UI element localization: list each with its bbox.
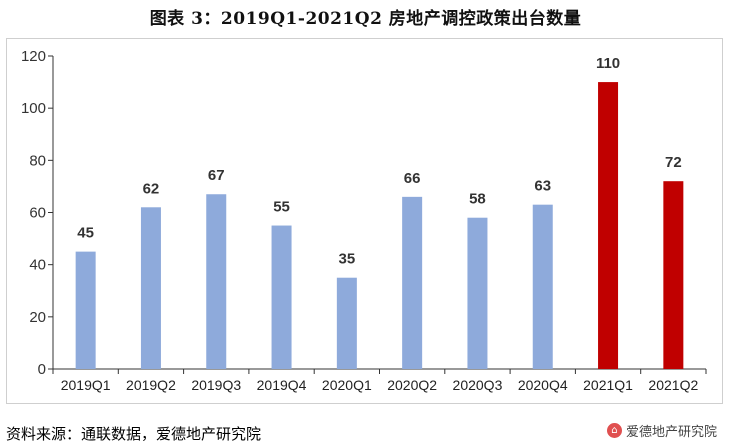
data-label: 110: [596, 55, 620, 72]
y-tick-label: 20: [29, 309, 46, 326]
bar-2021Q1: [598, 82, 619, 369]
y-tick-label: 0: [38, 361, 46, 378]
data-label: 63: [534, 178, 551, 195]
bar-2020Q2: [402, 196, 423, 369]
data-label: 66: [404, 170, 421, 187]
x-tick-label: 2019Q1: [61, 377, 111, 393]
bar-2019Q4: [271, 225, 292, 369]
watermark: ⌂ 爱德地产研究院: [606, 421, 717, 440]
x-tick-label: 2019Q4: [257, 377, 307, 393]
x-tick-label: 2020Q3: [453, 377, 503, 393]
watermark-text: 爱德地产研究院: [625, 425, 717, 440]
x-tick-label: 2019Q3: [191, 377, 241, 393]
x-tick-label: 2019Q2: [126, 377, 176, 393]
y-tick-label: 60: [29, 205, 46, 222]
bar-2020Q3: [467, 217, 488, 369]
bar-2019Q2: [140, 207, 161, 369]
data-label: 62: [143, 180, 160, 197]
chart-title: 图表 3：2019Q1-2021Q2 房地产调控政策出台数量: [149, 9, 582, 29]
bar-2020Q4: [532, 204, 553, 369]
y-tick-label: 120: [21, 48, 46, 65]
x-tick-label: 2020Q1: [322, 377, 372, 393]
logo-icon: ⌂: [606, 423, 622, 438]
data-label: 45: [77, 225, 94, 242]
bar-2020Q1: [336, 277, 357, 369]
data-label: 58: [469, 191, 486, 208]
data-label: 55: [273, 199, 290, 216]
source-note: 资料来源：通联数据，爱德地产研究院: [6, 425, 262, 443]
data-label: 67: [208, 167, 225, 184]
data-label: 72: [665, 154, 682, 171]
y-tick-label: 40: [29, 257, 46, 274]
x-tick-label: 2021Q2: [648, 377, 698, 393]
x-tick-label: 2020Q2: [387, 377, 437, 393]
x-tick-label: 2020Q4: [518, 377, 568, 393]
bar-2019Q3: [206, 194, 227, 369]
bar-2021Q2: [663, 181, 684, 369]
bar-2019Q1: [75, 251, 96, 369]
chart-frame: [6, 38, 723, 404]
y-tick-label: 100: [21, 100, 46, 117]
data-label: 35: [339, 251, 356, 268]
x-tick-label: 2021Q1: [583, 377, 633, 393]
y-tick-label: 80: [29, 152, 46, 169]
